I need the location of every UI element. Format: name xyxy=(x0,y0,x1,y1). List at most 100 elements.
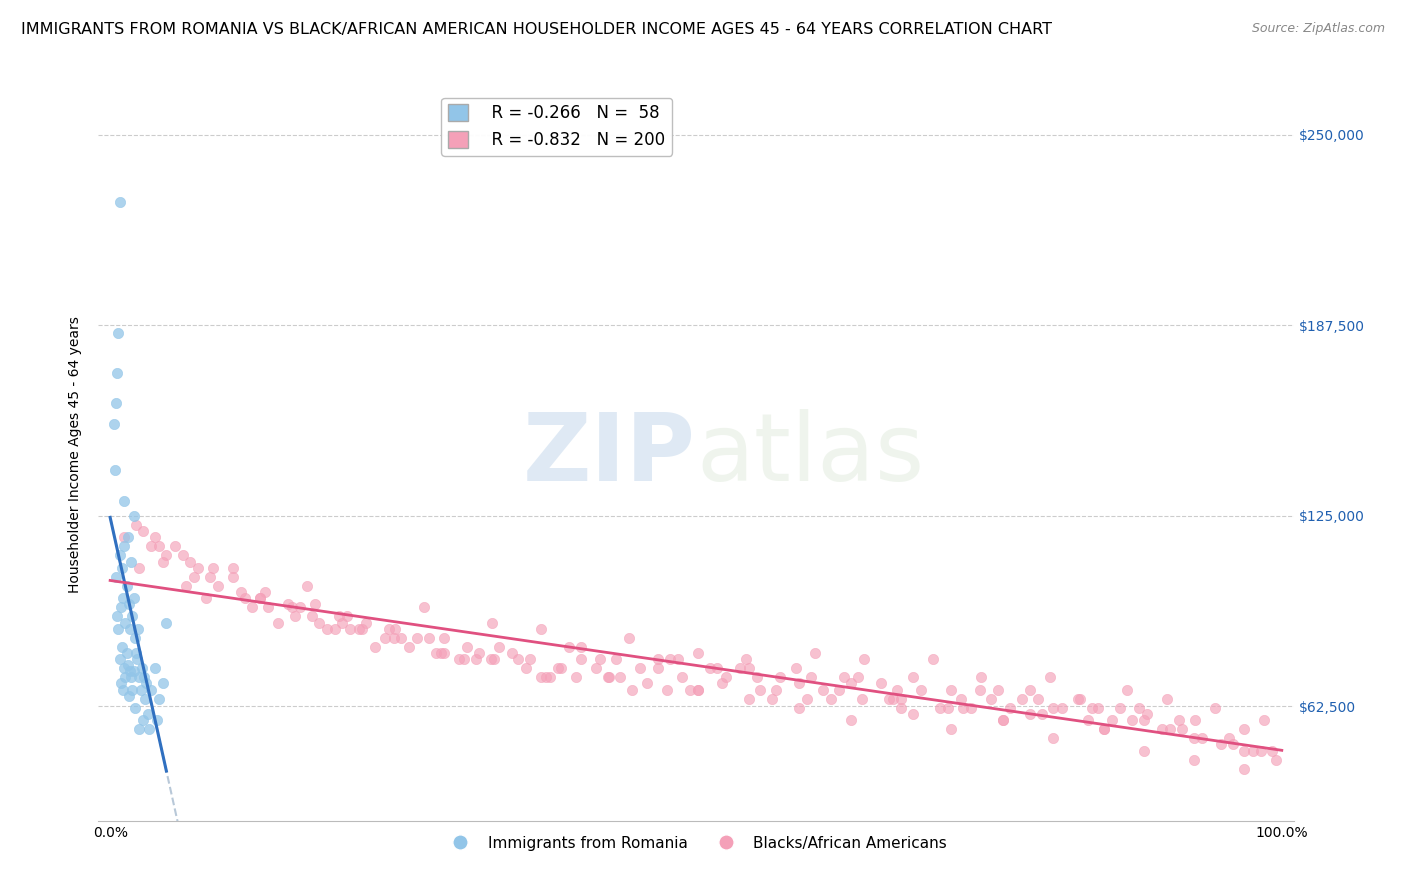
Point xyxy=(195,591,218,606)
Point xyxy=(354,615,377,630)
Point xyxy=(501,646,523,660)
Point xyxy=(124,631,146,645)
Point xyxy=(706,661,728,675)
Point xyxy=(828,682,851,697)
Point xyxy=(787,676,810,690)
Point xyxy=(352,622,374,636)
Point xyxy=(104,463,127,477)
Point xyxy=(765,682,787,697)
Point xyxy=(122,508,145,523)
Point xyxy=(108,652,131,666)
Point xyxy=(882,691,904,706)
Point xyxy=(969,682,991,697)
Point xyxy=(418,631,440,645)
Point xyxy=(530,670,553,684)
Point xyxy=(308,615,330,630)
Point xyxy=(647,652,669,666)
Point xyxy=(1233,762,1256,776)
Point xyxy=(1019,706,1042,721)
Point xyxy=(155,615,177,630)
Point xyxy=(105,396,128,410)
Text: ZIP: ZIP xyxy=(523,409,696,501)
Point xyxy=(1184,713,1206,727)
Point xyxy=(832,670,855,684)
Point xyxy=(148,691,170,706)
Point xyxy=(730,661,752,675)
Point xyxy=(1204,701,1226,715)
Point xyxy=(336,609,359,624)
Point xyxy=(413,600,436,615)
Point xyxy=(120,670,142,684)
Point xyxy=(132,713,155,727)
Point xyxy=(870,676,893,690)
Point xyxy=(112,682,135,697)
Point xyxy=(991,713,1014,727)
Point xyxy=(952,701,974,715)
Point xyxy=(538,670,561,684)
Point xyxy=(202,560,225,574)
Point xyxy=(107,622,129,636)
Point xyxy=(148,539,170,553)
Point xyxy=(688,682,710,697)
Point xyxy=(1092,723,1115,737)
Point xyxy=(735,652,758,666)
Point xyxy=(1218,731,1240,746)
Point xyxy=(112,591,135,606)
Point xyxy=(429,646,451,660)
Point xyxy=(620,682,643,697)
Point xyxy=(1136,706,1159,721)
Point xyxy=(257,600,280,615)
Point xyxy=(671,670,693,684)
Point xyxy=(598,670,620,684)
Point xyxy=(138,723,160,737)
Point xyxy=(488,640,510,654)
Point xyxy=(910,682,932,697)
Text: Source: ZipAtlas.com: Source: ZipAtlas.com xyxy=(1251,22,1385,36)
Point xyxy=(277,597,299,611)
Point xyxy=(433,646,456,660)
Point xyxy=(1132,743,1154,757)
Point xyxy=(1081,701,1104,715)
Point xyxy=(659,652,682,666)
Point xyxy=(249,591,271,606)
Point xyxy=(131,661,153,675)
Point xyxy=(120,555,142,569)
Point xyxy=(519,652,541,666)
Point xyxy=(941,682,963,697)
Point xyxy=(128,723,150,737)
Point xyxy=(1241,743,1264,757)
Point xyxy=(114,615,136,630)
Point xyxy=(114,670,136,684)
Point xyxy=(374,631,396,645)
Point xyxy=(605,652,627,666)
Point xyxy=(1039,670,1062,684)
Point xyxy=(1171,723,1194,737)
Point xyxy=(800,670,823,684)
Point xyxy=(928,701,950,715)
Point xyxy=(1250,743,1272,757)
Point xyxy=(132,524,155,538)
Point xyxy=(761,691,783,706)
Point xyxy=(877,691,901,706)
Point xyxy=(846,670,869,684)
Point xyxy=(1026,691,1049,706)
Point xyxy=(233,591,256,606)
Point xyxy=(108,194,131,209)
Point xyxy=(129,682,152,697)
Point xyxy=(921,652,943,666)
Point xyxy=(1233,743,1256,757)
Point xyxy=(679,682,702,697)
Point xyxy=(117,530,139,544)
Point xyxy=(115,579,138,593)
Point xyxy=(118,689,141,703)
Point xyxy=(143,661,166,675)
Point xyxy=(890,691,912,706)
Point xyxy=(132,670,156,684)
Point xyxy=(174,579,197,593)
Point xyxy=(281,600,304,615)
Point xyxy=(425,646,447,660)
Point xyxy=(1191,731,1213,746)
Point xyxy=(1182,753,1205,767)
Point xyxy=(122,591,145,606)
Point xyxy=(716,670,738,684)
